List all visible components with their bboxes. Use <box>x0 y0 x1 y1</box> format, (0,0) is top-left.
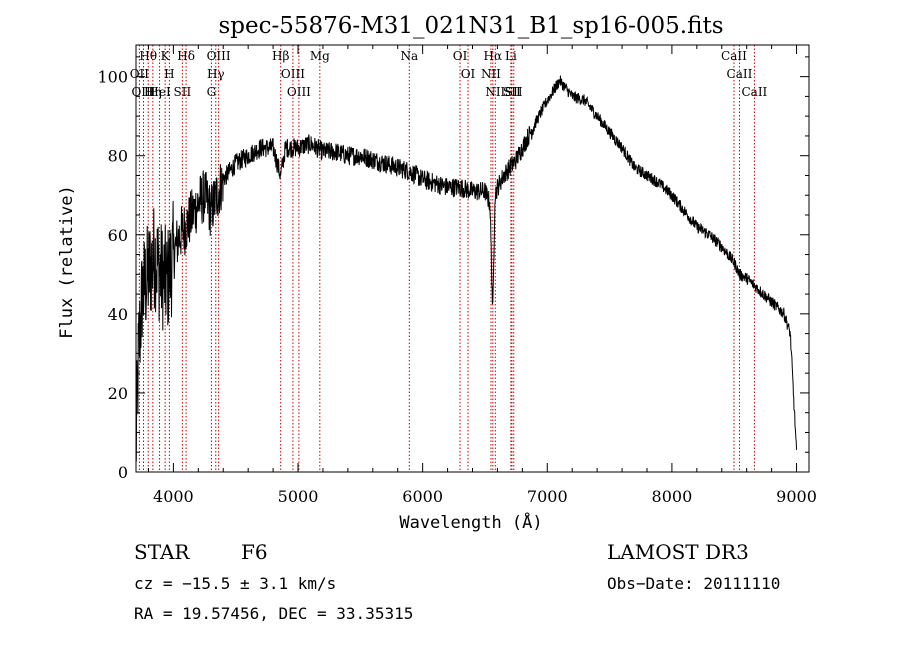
x-axis-ticks: 4000 5000 6000 7000 8000 9000 <box>147 45 817 506</box>
x-tick-label: 7000 <box>527 487 568 506</box>
y-tick-label: 40 <box>108 305 128 324</box>
line-label-CaII: CaII <box>741 85 767 99</box>
line-label-Hα: Hα <box>484 49 503 63</box>
line-label-NII: NII <box>481 67 501 81</box>
line-label-Li: Li <box>505 49 517 63</box>
plot-frame <box>135 44 810 473</box>
y-axis-label: Flux (relative) <box>57 185 77 339</box>
x-tick-label: 4000 <box>153 487 194 506</box>
line-label-K: K <box>161 49 171 63</box>
line-label-Hγ: Hγ <box>207 67 225 81</box>
line-label-Hβ: Hβ <box>272 49 289 63</box>
line-label-Na: Na <box>400 49 418 63</box>
line-label-H: H <box>164 67 174 81</box>
object-class: STAR <box>134 540 190 564</box>
x-tick-label: 9000 <box>776 487 817 506</box>
line-label-Hη: Hη <box>144 85 162 99</box>
chart-title: spec-55876-M31_021N31_B1_sp16-005.fits <box>218 13 723 39</box>
y-tick-label: 60 <box>108 226 128 245</box>
line-label-OI: OI <box>453 49 468 63</box>
x-axis-label: Wavelength (Å) <box>399 511 542 533</box>
line-label-SII: SII <box>174 85 192 99</box>
x-tick-label: 6000 <box>402 487 443 506</box>
spectrum-line <box>135 75 797 462</box>
line-label-Hθ: Hθ <box>139 49 157 63</box>
line-label-OII: OII <box>130 67 150 81</box>
line-label-CaII: CaII <box>727 67 753 81</box>
coordinates-info: RA = 19.57456, DEC = 33.35315 <box>134 604 413 623</box>
line-label-SII: SII <box>503 85 521 99</box>
line-label-NII: NII <box>485 85 505 99</box>
redshift-info: cz = −15.5 ± 3.1 km/s <box>134 574 336 593</box>
y-tick-label: 20 <box>108 384 128 403</box>
survey-name: LAMOST DR3 <box>607 540 749 564</box>
line-label-CaII: CaII <box>721 49 747 63</box>
object-subclass: F6 <box>241 540 268 564</box>
obs-date: Obs−Date: 20111110 <box>607 574 780 593</box>
y-tick-label: 0 <box>118 463 128 482</box>
line-label-OIII: OIII <box>287 85 311 99</box>
y-tick-label: 100 <box>97 68 128 87</box>
line-markers <box>138 45 755 472</box>
line-label-OI: OI <box>461 67 476 81</box>
y-axis-ticks: 0 20 40 60 80 100 <box>97 56 809 482</box>
line-label-OIII: OIII <box>281 67 305 81</box>
line-label-G: G <box>207 85 217 99</box>
line-labels: HθOIIOIIIHηHeIKHHδSIIOIIIHγGHβOIIIOIIIMg… <box>130 49 768 99</box>
line-label-OIII: OIII <box>207 49 231 63</box>
line-label-Hδ: Hδ <box>177 49 195 63</box>
y-tick-label: 80 <box>108 147 128 166</box>
x-tick-label: 5000 <box>278 487 319 506</box>
x-tick-label: 8000 <box>652 487 693 506</box>
line-label-Mg: Mg <box>310 49 330 63</box>
line-label-OIII: OIII <box>131 85 155 99</box>
line-label-SII: SII <box>505 85 523 99</box>
line-label-HeI: HeI <box>148 85 171 99</box>
